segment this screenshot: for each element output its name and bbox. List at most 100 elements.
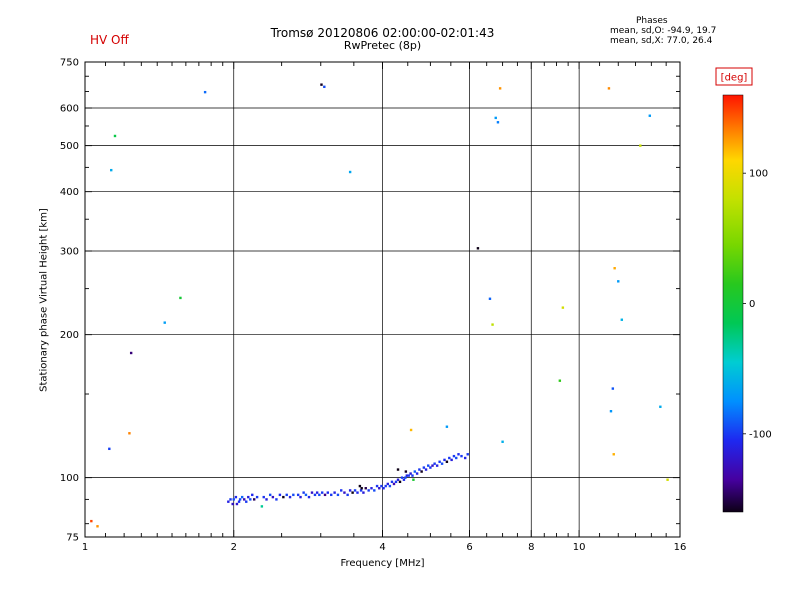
data-point [234, 495, 238, 499]
data-point [268, 493, 272, 497]
data-point [203, 90, 207, 94]
data-point [466, 453, 469, 456]
y-tick-label: 750 [60, 58, 79, 69]
y-tick-label: 200 [60, 330, 79, 341]
data-point [388, 484, 392, 488]
data-point [348, 170, 352, 174]
data-point [648, 114, 652, 117]
data-point [359, 489, 363, 492]
data-point [367, 489, 370, 492]
x-tick-label: 16 [674, 542, 687, 553]
data-point [243, 498, 246, 501]
data-point [460, 454, 463, 458]
data-point [320, 83, 323, 86]
data-point [613, 267, 616, 270]
data-point [411, 474, 414, 477]
data-point [402, 478, 406, 481]
chart-subtitle: RwPretec (8p) [343, 39, 422, 52]
data-point [396, 478, 400, 481]
data-point [296, 493, 300, 497]
data-point [108, 447, 111, 451]
data-point [90, 519, 93, 523]
data-point [179, 296, 182, 300]
y-tick-label: 600 [60, 104, 79, 115]
x-tick-label: 2 [231, 542, 237, 553]
data-point [494, 116, 497, 120]
data-point [404, 476, 407, 479]
data-point [315, 491, 319, 494]
data-point [445, 425, 449, 428]
data-point [476, 247, 480, 250]
y-tick-label: 500 [60, 141, 79, 152]
data-point [362, 491, 365, 494]
colorbar [722, 94, 744, 513]
hv-off-status: HV Off [90, 33, 129, 47]
data-point [262, 495, 265, 499]
grid-layer [85, 62, 680, 537]
data-point [96, 525, 99, 528]
data-point [407, 474, 410, 477]
data-point [617, 280, 620, 283]
data-point [445, 460, 449, 463]
data-point [370, 487, 373, 490]
data-point [373, 489, 376, 492]
colorbar-tick-label: 0 [749, 299, 755, 310]
data-point [488, 297, 492, 300]
y-tick-label: 75 [66, 533, 79, 544]
data-point [240, 495, 244, 499]
data-point [386, 482, 389, 486]
data-point [455, 456, 458, 460]
data-point [326, 491, 329, 494]
data-point [260, 505, 264, 508]
data-point [424, 468, 428, 471]
colorbar-title: [deg] [721, 73, 748, 84]
data-point [340, 489, 343, 492]
data-point [438, 460, 441, 463]
data-point [129, 351, 133, 355]
data-point [612, 453, 615, 456]
data-point [265, 498, 268, 501]
data-point [360, 487, 363, 490]
data-point [282, 495, 285, 499]
data-point [433, 462, 436, 465]
chart-title: Tromsø 20120806 02:00:00-02:01:43 [270, 26, 495, 40]
data-point [659, 405, 662, 408]
data-point [609, 410, 613, 413]
y-tick-label: 300 [60, 247, 79, 258]
data-point [558, 379, 562, 382]
data-point [607, 87, 611, 90]
data-point [611, 387, 615, 390]
data-point [405, 474, 409, 477]
data-point [415, 472, 419, 475]
data-point [245, 500, 248, 503]
data-point [382, 487, 385, 490]
data-point [666, 478, 669, 481]
x-tick-label: 8 [528, 542, 534, 553]
data-point [237, 500, 241, 503]
y-tick-label: 100 [60, 473, 79, 484]
data-point [227, 500, 230, 503]
data-point [235, 502, 239, 506]
phases-mean-x: mean, sd,X: 77.0, 26.4 [610, 36, 713, 46]
data-point [351, 491, 354, 494]
data-point [356, 491, 359, 494]
data-point [271, 495, 275, 499]
data-point [348, 489, 352, 492]
data-point [247, 495, 250, 499]
scatter-layer [90, 83, 669, 528]
data-point [440, 462, 444, 465]
data-point [358, 484, 362, 488]
data-point [620, 318, 624, 321]
phases-readout: Phases mean, sd,O: -94.9, 19.7 mean, sd,… [610, 16, 716, 46]
data-point [390, 480, 394, 484]
data-point [343, 491, 346, 494]
data-point [323, 85, 326, 89]
data-point [443, 458, 446, 462]
data-point [346, 493, 349, 497]
data-point [498, 87, 502, 90]
x-tick-label: 6 [466, 542, 472, 553]
data-point [255, 495, 259, 499]
data-point [333, 491, 336, 494]
data-point [113, 134, 117, 138]
